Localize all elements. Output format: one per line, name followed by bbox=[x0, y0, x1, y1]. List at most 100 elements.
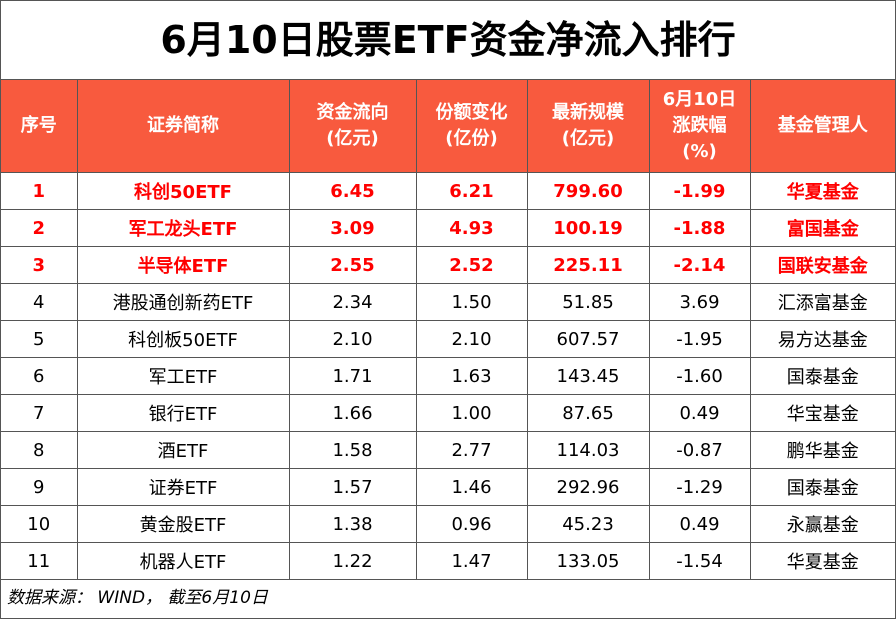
table-row: 9 证券ETF 1.57 1.46 292.96 -1.29 国泰基金 bbox=[1, 468, 895, 506]
cell-rank: 11 bbox=[1, 542, 78, 580]
cell-flow: 2.55 bbox=[288, 246, 417, 284]
cell-share: 4.93 bbox=[415, 209, 528, 247]
cell-flow: 6.45 bbox=[288, 172, 417, 210]
cell-name: 港股通创新药ETF bbox=[76, 283, 290, 321]
header-flow: 资金流向 (亿元) bbox=[288, 80, 417, 173]
cell-flow: 1.71 bbox=[288, 357, 417, 395]
table-row: 8 酒ETF 1.58 2.77 114.03 -0.87 鹏华基金 bbox=[1, 431, 895, 469]
cell-rank: 2 bbox=[1, 209, 78, 247]
header-rank: 序号 bbox=[1, 80, 78, 173]
header-scale: 最新规模 (亿元) bbox=[526, 80, 650, 173]
table-row: 5 科创板50ETF 2.10 2.10 607.57 -1.95 易方达基金 bbox=[1, 320, 895, 358]
table-body: 1 科创50ETF 6.45 6.21 799.60 -1.99 华夏基金 2 军工龙头ETF 3… bbox=[1, 172, 895, 580]
cell-share: 0.96 bbox=[415, 505, 528, 543]
cell-name: 机器人ETF bbox=[76, 542, 290, 580]
cell-rank: 10 bbox=[1, 505, 78, 543]
cell-share: 6.21 bbox=[415, 172, 528, 210]
cell-name: 证券ETF bbox=[76, 468, 290, 506]
header-change-line: 6月10日 bbox=[662, 89, 737, 110]
cell-scale: 45.23 bbox=[526, 505, 650, 543]
cell-share: 1.50 bbox=[415, 283, 528, 321]
cell-rank: 9 bbox=[1, 468, 78, 506]
table-header-row: 序号 证券简称 资金流向 (亿元) 份额变化 (亿份) 最新规模 (亿元) 6月10日 涨跌幅 (%… bbox=[1, 80, 895, 173]
table-row: 10 黄金股ETF 1.38 0.96 45.23 0.49 永赢基金 bbox=[1, 505, 895, 543]
cell-manager: 汇添富基金 bbox=[749, 283, 895, 321]
cell-change: -2.14 bbox=[648, 246, 751, 284]
table-row: 6 军工ETF 1.71 1.63 143.45 -1.60 国泰基金 bbox=[1, 357, 895, 395]
cell-name: 科创50ETF bbox=[76, 172, 290, 210]
header-share-line: (亿份) bbox=[445, 128, 498, 149]
cell-scale: 799.60 bbox=[526, 172, 650, 210]
cell-scale: 51.85 bbox=[526, 283, 650, 321]
cell-change: 0.49 bbox=[648, 394, 751, 432]
cell-change: -1.29 bbox=[648, 468, 751, 506]
cell-scale: 292.96 bbox=[526, 468, 650, 506]
cell-flow: 3.09 bbox=[288, 209, 417, 247]
cell-change: -1.54 bbox=[648, 542, 751, 580]
cell-name: 科创板50ETF bbox=[76, 320, 290, 358]
header-scale-line: 最新规模 bbox=[552, 102, 624, 123]
page-title: 6月10日股票ETF资金净流入排行 bbox=[1, 1, 895, 80]
cell-change: -1.99 bbox=[648, 172, 751, 210]
cell-rank: 8 bbox=[1, 431, 78, 469]
cell-change: -1.60 bbox=[648, 357, 751, 395]
cell-flow: 1.22 bbox=[288, 542, 417, 580]
header-flow-line: 资金流向 bbox=[316, 102, 389, 123]
cell-share: 1.46 bbox=[415, 468, 528, 506]
cell-flow: 1.38 bbox=[288, 505, 417, 543]
table-row: 11 机器人ETF 1.22 1.47 133.05 -1.54 华夏基金 bbox=[1, 542, 895, 580]
cell-scale: 225.11 bbox=[526, 246, 650, 284]
cell-manager: 华宝基金 bbox=[749, 394, 895, 432]
table-row: 3 半导体ETF 2.55 2.52 225.11 -2.14 国联安基金 bbox=[1, 246, 895, 284]
cell-scale: 100.19 bbox=[526, 209, 650, 247]
header-rank-line: 序号 bbox=[20, 115, 57, 136]
header-name: 证券简称 bbox=[76, 80, 290, 173]
cell-manager: 华夏基金 bbox=[749, 172, 895, 210]
cell-flow: 1.66 bbox=[288, 394, 417, 432]
etf-ranking-table: 序号 证券简称 资金流向 (亿元) 份额变化 (亿份) 最新规模 (亿元) 6月10日 涨跌幅 (%… bbox=[1, 80, 895, 580]
cell-rank: 5 bbox=[1, 320, 78, 358]
cell-manager: 易方达基金 bbox=[749, 320, 895, 358]
cell-manager: 永赢基金 bbox=[749, 505, 895, 543]
cell-rank: 3 bbox=[1, 246, 78, 284]
header-change: 6月10日 涨跌幅 (%) bbox=[648, 80, 751, 173]
cell-name: 酒ETF bbox=[76, 431, 290, 469]
cell-name: 军工龙头ETF bbox=[76, 209, 290, 247]
cell-change: 0.49 bbox=[648, 505, 751, 543]
table-row: 2 军工龙头ETF 3.09 4.93 100.19 -1.88 富国基金 bbox=[1, 209, 895, 247]
data-source-note: 数据来源： WIND， 截至6月10日 bbox=[7, 588, 268, 608]
cell-scale: 143.45 bbox=[526, 357, 650, 395]
cell-manager: 国泰基金 bbox=[749, 357, 895, 395]
header-name-line: 证券简称 bbox=[147, 115, 219, 136]
header-scale-line: (亿元) bbox=[561, 128, 615, 149]
cell-flow: 2.34 bbox=[288, 283, 417, 321]
cell-name: 黄金股ETF bbox=[76, 505, 290, 543]
cell-share: 1.00 bbox=[415, 394, 528, 432]
cell-scale: 607.57 bbox=[526, 320, 650, 358]
cell-scale: 87.65 bbox=[526, 394, 650, 432]
header-change-line: 涨跌幅 bbox=[672, 115, 727, 136]
header-share: 份额变化 (亿份) bbox=[415, 80, 528, 173]
cell-flow: 1.57 bbox=[288, 468, 417, 506]
cell-share: 1.47 bbox=[415, 542, 528, 580]
cell-change: 3.69 bbox=[648, 283, 751, 321]
cell-share: 2.77 bbox=[415, 431, 528, 469]
cell-manager: 鹏华基金 bbox=[749, 431, 895, 469]
header-share-line: 份额变化 bbox=[435, 102, 508, 123]
table-row: 1 科创50ETF 6.45 6.21 799.60 -1.99 华夏基金 bbox=[1, 172, 895, 210]
table-row: 7 银行ETF 1.66 1.00 87.65 0.49 华宝基金 bbox=[1, 394, 895, 432]
cell-change: -1.88 bbox=[648, 209, 751, 247]
cell-manager: 国联安基金 bbox=[749, 246, 895, 284]
header-flow-line: (亿元) bbox=[326, 128, 379, 149]
cell-rank: 4 bbox=[1, 283, 78, 321]
cell-flow: 1.58 bbox=[288, 431, 417, 469]
cell-rank: 6 bbox=[1, 357, 78, 395]
cell-share: 2.52 bbox=[415, 246, 528, 284]
header-manager-line: 基金管理人 bbox=[777, 115, 868, 136]
cell-rank: 1 bbox=[1, 172, 78, 210]
cell-name: 银行ETF bbox=[76, 394, 290, 432]
cell-scale: 114.03 bbox=[526, 431, 650, 469]
cell-rank: 7 bbox=[1, 394, 78, 432]
cell-manager: 富国基金 bbox=[749, 209, 895, 247]
